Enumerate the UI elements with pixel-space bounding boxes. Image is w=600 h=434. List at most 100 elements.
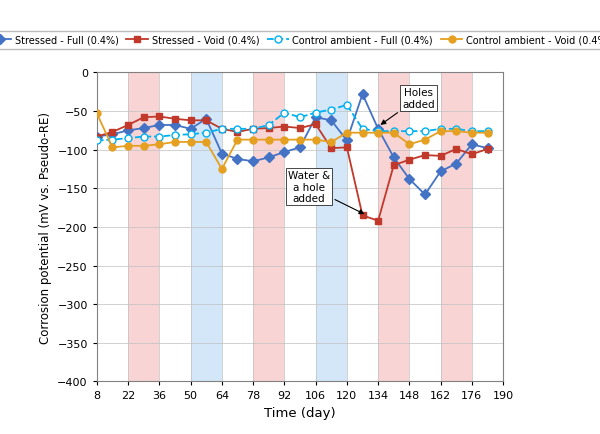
Stressed - Full (0.4%)	[328, 118, 335, 124]
Control ambient - Void (0.4%)	[468, 131, 475, 136]
Control ambient - Full (0.4%)	[406, 129, 413, 135]
Control ambient - Void (0.4%)	[452, 129, 460, 135]
Stressed - Full (0.4%)	[406, 177, 413, 182]
Stressed - Full (0.4%)	[281, 150, 288, 155]
Stressed - Full (0.4%)	[218, 151, 226, 157]
Stressed - Full (0.4%)	[156, 123, 163, 128]
Stressed - Void (0.4%)	[296, 126, 304, 132]
Y-axis label: Corrosion potential (mV vs. Pseudo-RE): Corrosion potential (mV vs. Pseudo-RE)	[39, 112, 52, 343]
Control ambient - Void (0.4%)	[281, 138, 288, 143]
Stressed - Void (0.4%)	[109, 130, 116, 135]
Line: Stressed - Void (0.4%): Stressed - Void (0.4%)	[94, 114, 491, 225]
Stressed - Void (0.4%)	[359, 213, 366, 218]
Control ambient - Full (0.4%)	[484, 129, 491, 135]
Control ambient - Void (0.4%)	[140, 144, 148, 149]
Bar	[191, 73, 222, 381]
Stressed - Full (0.4%)	[250, 159, 257, 164]
Control ambient - Void (0.4%)	[125, 144, 132, 149]
Stressed - Full (0.4%)	[234, 157, 241, 162]
Control ambient - Full (0.4%)	[328, 108, 335, 113]
Control ambient - Void (0.4%)	[234, 138, 241, 143]
Control ambient - Full (0.4%)	[359, 127, 366, 132]
Stressed - Void (0.4%)	[452, 147, 460, 152]
Stressed - Void (0.4%)	[343, 145, 350, 151]
Control ambient - Void (0.4%)	[343, 131, 350, 136]
Stressed - Void (0.4%)	[187, 118, 194, 124]
Control ambient - Full (0.4%)	[265, 123, 272, 128]
Control ambient - Void (0.4%)	[390, 131, 397, 136]
Stressed - Void (0.4%)	[421, 153, 428, 158]
Control ambient - Full (0.4%)	[109, 138, 116, 143]
Bar	[440, 73, 472, 381]
Stressed - Void (0.4%)	[312, 122, 319, 128]
Control ambient - Full (0.4%)	[125, 136, 132, 141]
Stressed - Full (0.4%)	[421, 192, 428, 197]
Control ambient - Full (0.4%)	[156, 135, 163, 140]
Stressed - Void (0.4%)	[234, 130, 241, 135]
Control ambient - Void (0.4%)	[265, 138, 272, 143]
Control ambient - Full (0.4%)	[140, 135, 148, 140]
Bar	[253, 73, 284, 381]
Stressed - Void (0.4%)	[390, 163, 397, 168]
Line: Control ambient - Full (0.4%): Control ambient - Full (0.4%)	[94, 102, 491, 145]
Control ambient - Full (0.4%)	[218, 127, 226, 132]
Stressed - Void (0.4%)	[265, 126, 272, 132]
Stressed - Full (0.4%)	[265, 155, 272, 161]
Stressed - Void (0.4%)	[484, 147, 491, 152]
Stressed - Full (0.4%)	[468, 142, 475, 148]
Text: Holes
added: Holes added	[382, 88, 434, 125]
Stressed - Void (0.4%)	[281, 125, 288, 130]
Control ambient - Full (0.4%)	[93, 138, 100, 144]
Stressed - Full (0.4%)	[484, 146, 491, 151]
Stressed - Void (0.4%)	[172, 117, 179, 122]
Stressed - Full (0.4%)	[125, 128, 132, 134]
Control ambient - Full (0.4%)	[374, 129, 382, 135]
Stressed - Full (0.4%)	[359, 92, 366, 98]
Stressed - Void (0.4%)	[156, 115, 163, 120]
Stressed - Full (0.4%)	[296, 145, 304, 151]
Stressed - Full (0.4%)	[437, 169, 444, 174]
Legend: Stressed - Full (0.4%), Stressed - Void (0.4%), Control ambient - Full (0.4%), C: Stressed - Full (0.4%), Stressed - Void …	[0, 32, 600, 49]
X-axis label: Time (day): Time (day)	[264, 406, 336, 419]
Control ambient - Full (0.4%)	[203, 131, 210, 136]
Control ambient - Void (0.4%)	[421, 138, 428, 143]
Text: Water &
a hole
added: Water & a hole added	[288, 171, 364, 214]
Bar	[316, 73, 347, 381]
Line: Control ambient - Void (0.4%): Control ambient - Void (0.4%)	[94, 111, 491, 173]
Stressed - Full (0.4%)	[140, 126, 148, 132]
Control ambient - Full (0.4%)	[234, 127, 241, 132]
Bar	[378, 73, 409, 381]
Control ambient - Void (0.4%)	[109, 145, 116, 151]
Stressed - Full (0.4%)	[187, 127, 194, 132]
Control ambient - Full (0.4%)	[187, 132, 194, 138]
Stressed - Void (0.4%)	[468, 152, 475, 158]
Stressed - Full (0.4%)	[109, 132, 116, 138]
Stressed - Full (0.4%)	[452, 161, 460, 167]
Stressed - Full (0.4%)	[203, 117, 210, 122]
Control ambient - Full (0.4%)	[452, 127, 460, 132]
Stressed - Full (0.4%)	[343, 138, 350, 144]
Control ambient - Full (0.4%)	[281, 111, 288, 116]
Control ambient - Full (0.4%)	[343, 103, 350, 108]
Control ambient - Full (0.4%)	[468, 129, 475, 135]
Control ambient - Void (0.4%)	[218, 167, 226, 172]
Control ambient - Void (0.4%)	[437, 129, 444, 135]
Stressed - Full (0.4%)	[172, 123, 179, 128]
Stressed - Void (0.4%)	[140, 115, 148, 121]
Control ambient - Void (0.4%)	[374, 131, 382, 136]
Control ambient - Void (0.4%)	[359, 131, 366, 136]
Stressed - Void (0.4%)	[328, 146, 335, 151]
Stressed - Void (0.4%)	[406, 158, 413, 163]
Control ambient - Void (0.4%)	[328, 140, 335, 145]
Control ambient - Full (0.4%)	[172, 133, 179, 138]
Stressed - Full (0.4%)	[93, 135, 100, 140]
Line: Stressed - Full (0.4%): Stressed - Full (0.4%)	[94, 92, 491, 198]
Control ambient - Full (0.4%)	[421, 129, 428, 135]
Stressed - Full (0.4%)	[312, 115, 319, 121]
Control ambient - Full (0.4%)	[390, 129, 397, 135]
Control ambient - Void (0.4%)	[406, 142, 413, 148]
Stressed - Full (0.4%)	[374, 127, 382, 132]
Control ambient - Void (0.4%)	[296, 138, 304, 143]
Stressed - Void (0.4%)	[218, 127, 226, 132]
Stressed - Void (0.4%)	[203, 118, 210, 124]
